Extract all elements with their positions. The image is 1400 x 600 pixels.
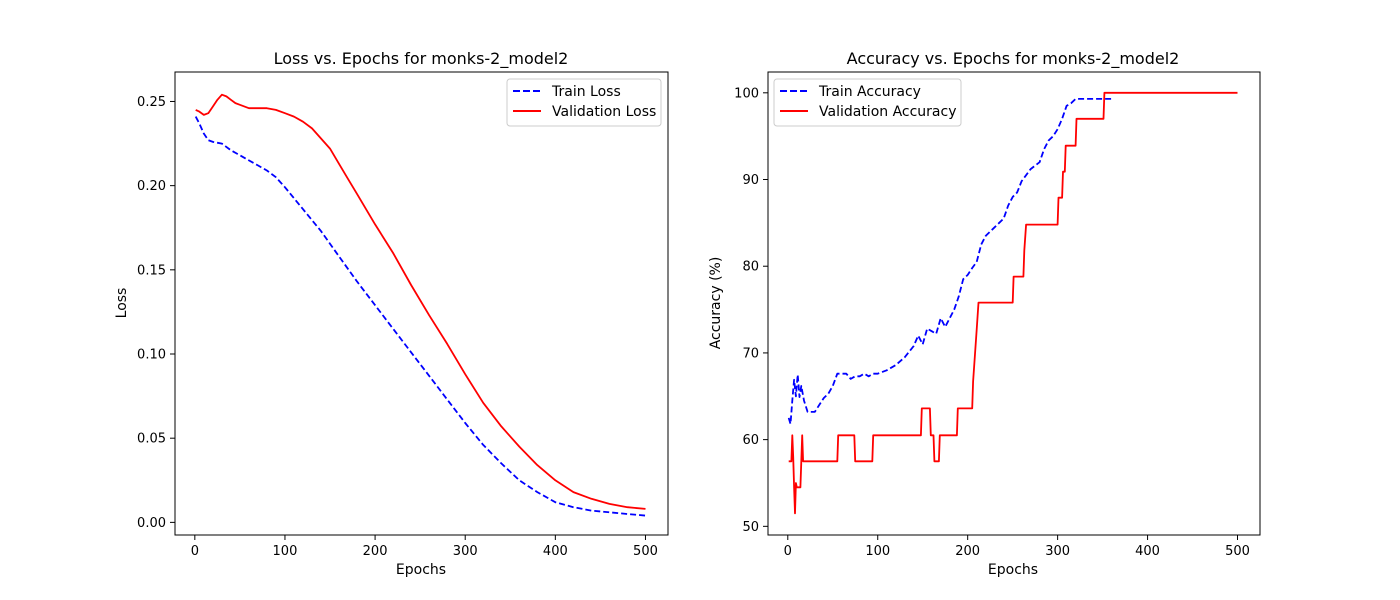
legend-label-validation-loss: Validation Loss xyxy=(552,104,656,120)
accuracy-chart-ylabel: Accuracy (%) xyxy=(708,257,724,350)
legend-label-train-loss: Train Loss xyxy=(551,84,621,100)
accuracy-chart: Accuracy vs. Epochs for monks-2_model2 0… xyxy=(708,49,1261,578)
x-tick-label: 500 xyxy=(633,544,658,559)
x-tick-label: 300 xyxy=(1045,544,1070,559)
y-tick-label: 100 xyxy=(734,86,759,101)
y-tick-label: 0.25 xyxy=(137,95,166,110)
x-tick-label: 500 xyxy=(1225,544,1250,559)
loss-chart-plot-area: 0 100 200 300 400 500 0.00 0.05 0.10 0.15 0.20 0.25 xyxy=(137,71,669,559)
x-tick-label: 400 xyxy=(543,544,568,559)
x-tick-label: 0 xyxy=(784,544,792,559)
accuracy-chart-xlabel: Epochs xyxy=(988,562,1038,578)
x-tick-label: 100 xyxy=(273,544,298,559)
y-tick-label: 0.15 xyxy=(137,263,166,278)
axes-frame xyxy=(767,71,1261,536)
legend-box xyxy=(506,78,662,127)
x-tick-label: 200 xyxy=(955,544,980,559)
x-tick-label: 100 xyxy=(865,544,890,559)
series-line-validation-accuracy xyxy=(788,91,1238,515)
loss-chart: Loss vs. Epochs for monks-2_model2 0 100 2… xyxy=(114,49,669,578)
legend-box xyxy=(773,78,962,127)
loss-chart-legend: Train Loss Validation Loss xyxy=(506,78,662,127)
loss-chart-ylabel: Loss xyxy=(114,288,130,319)
y-tick-label: 50 xyxy=(742,520,759,535)
loss-chart-xlabel: Epochs xyxy=(396,562,446,578)
accuracy-chart-title: Accuracy vs. Epochs for monks-2_model2 xyxy=(847,49,1180,69)
x-tick-label: 300 xyxy=(453,544,478,559)
y-tick-label: 0.20 xyxy=(137,179,166,194)
y-tick-label: 0.00 xyxy=(137,516,166,531)
y-tick-label: 80 xyxy=(742,260,759,275)
legend-label-train-accuracy: Train Accuracy xyxy=(818,84,921,100)
y-tick-label: 0.05 xyxy=(137,432,166,447)
accuracy-chart-legend: Train Accuracy Validation Accuracy xyxy=(773,78,962,127)
y-tick-label: 90 xyxy=(742,173,759,188)
x-tick-label: 0 xyxy=(191,544,199,559)
series-line-validation-loss xyxy=(195,93,646,510)
y-tick-label: 0.10 xyxy=(137,348,166,363)
axes-frame xyxy=(174,71,669,536)
legend-label-validation-accuracy: Validation Accuracy xyxy=(819,104,957,120)
x-tick-label: 200 xyxy=(363,544,388,559)
y-tick-label: 60 xyxy=(742,433,759,448)
loss-chart-title: Loss vs. Epochs for monks-2_model2 xyxy=(274,49,569,69)
accuracy-chart-plot-area: 0 100 200 300 400 500 50 60 70 80 90 100 xyxy=(734,71,1261,559)
y-tick-label: 70 xyxy=(742,346,759,361)
series-line-train-loss xyxy=(194,116,646,517)
x-tick-label: 400 xyxy=(1135,544,1160,559)
